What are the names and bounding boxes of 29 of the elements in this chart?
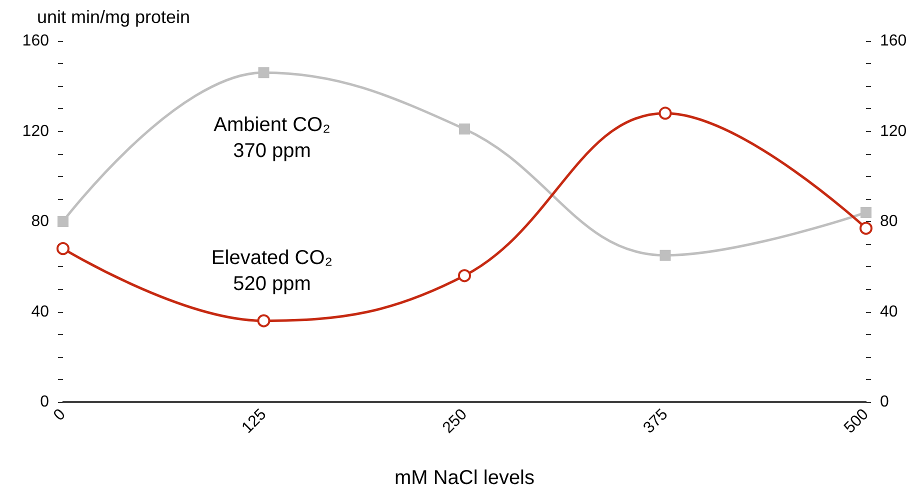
point xyxy=(258,67,270,78)
point xyxy=(658,106,672,120)
annotation: Ambient CO₂ 370 ppm xyxy=(214,114,330,162)
point xyxy=(860,222,872,235)
point xyxy=(56,242,70,256)
y-tick-label: 0 xyxy=(40,394,50,410)
y-tick-label: 80 xyxy=(31,213,50,230)
y-tick-label: 40 xyxy=(31,303,50,320)
point xyxy=(58,216,68,227)
point xyxy=(257,314,270,328)
y-tick-label: 160 xyxy=(22,32,50,50)
x-tick-label: 375 xyxy=(640,406,672,437)
point xyxy=(458,269,471,282)
y2-tick-label: 160 xyxy=(880,32,907,50)
annotation: Elevated CO₂ 520 ppm xyxy=(211,247,333,295)
x-axis-title: mM NaCl levels xyxy=(394,467,535,489)
point xyxy=(459,123,470,134)
x-tick-label: 125 xyxy=(238,406,270,437)
y-axis-title: unit min/mg protein xyxy=(37,7,190,27)
y-tick-label: 120 xyxy=(22,122,50,140)
y2-tick-label: 120 xyxy=(880,122,907,140)
x-tick-label: 0 xyxy=(50,406,70,424)
y2-tick-label: 40 xyxy=(880,303,898,320)
point xyxy=(860,206,872,218)
point xyxy=(660,250,671,261)
x-tick-label: 500 xyxy=(841,406,872,437)
y2-tick-label: 0 xyxy=(880,394,889,410)
y2-tick-label: 80 xyxy=(880,213,898,230)
x-tick-label: 250 xyxy=(440,406,471,437)
